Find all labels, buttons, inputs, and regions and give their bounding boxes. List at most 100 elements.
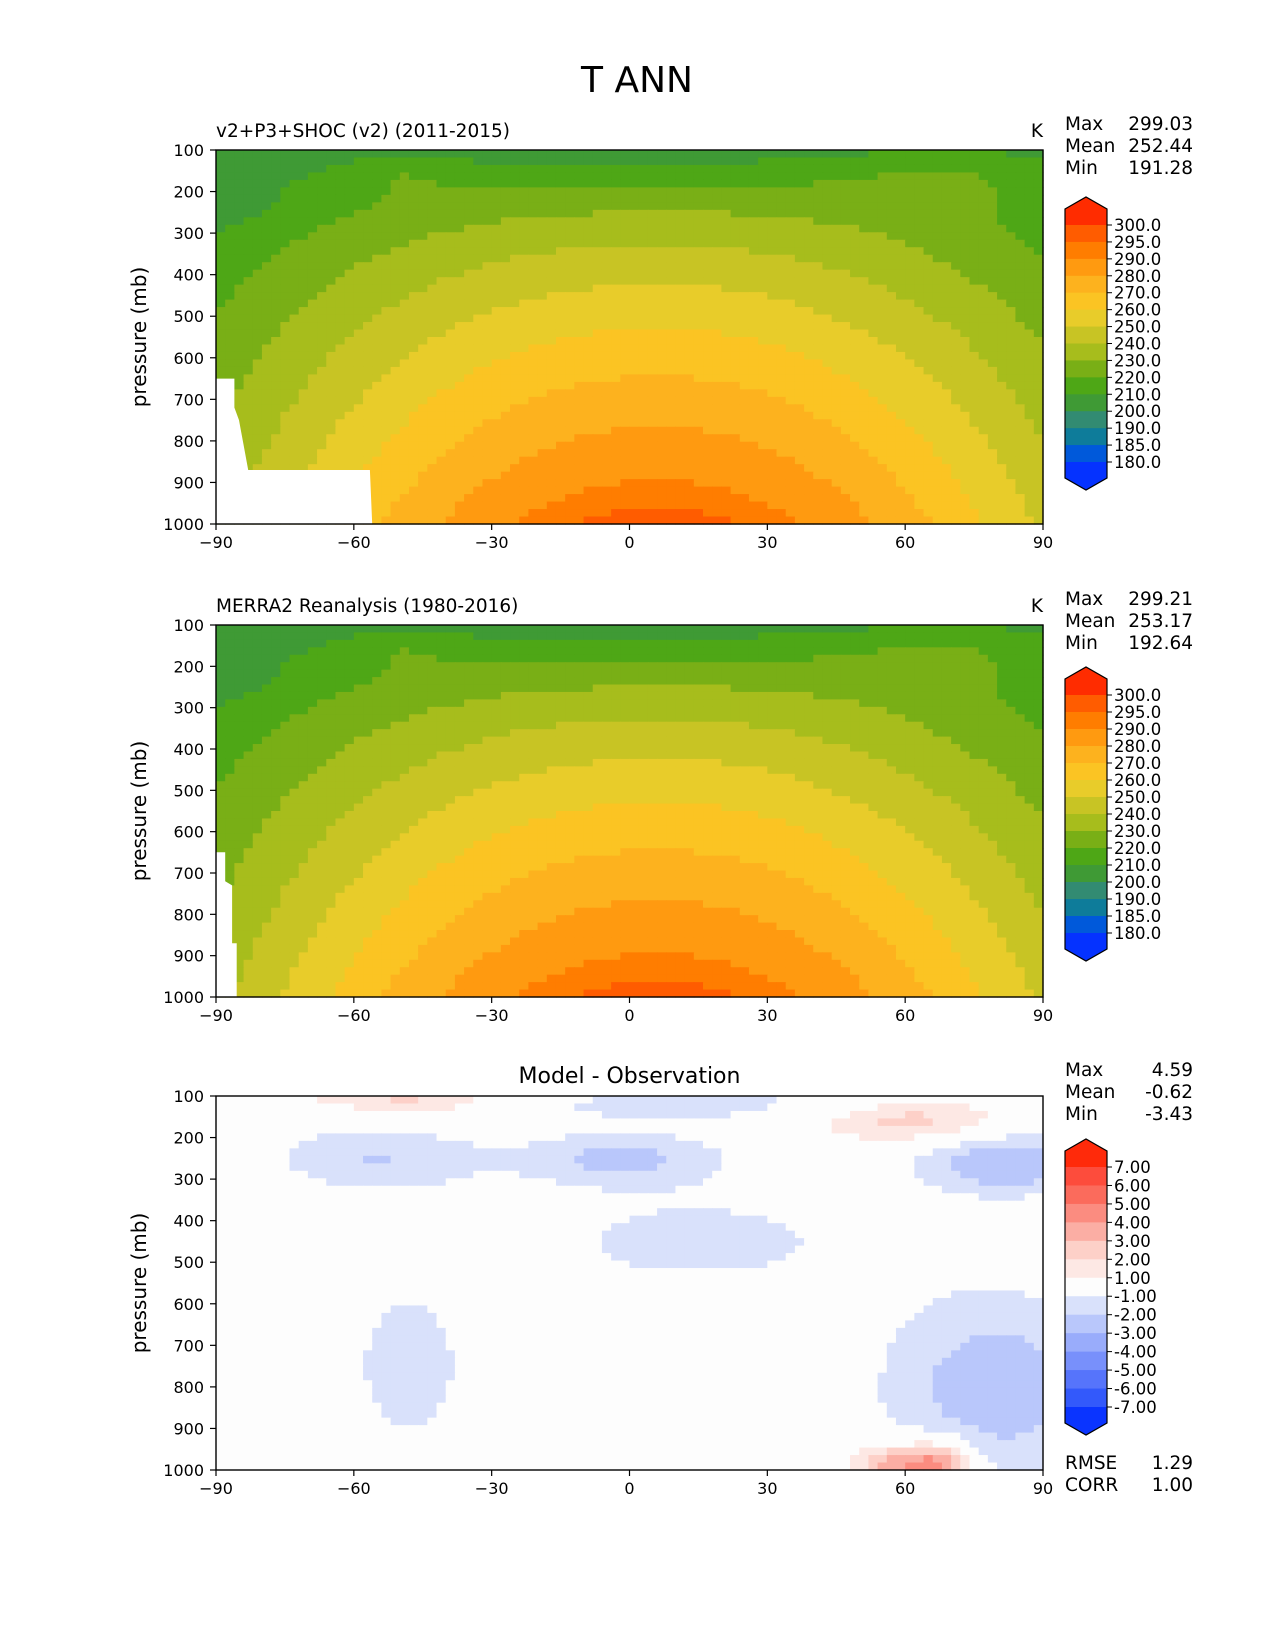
field-cell [473,150,484,159]
field-cell [987,419,998,428]
field-cell [748,179,759,188]
field-cell [427,456,438,465]
field-cell [454,486,465,495]
field-cell [767,351,778,361]
field-cell [886,322,897,331]
field-cell [528,299,539,308]
field-cell [298,329,309,338]
colorbar-swatch [1065,292,1107,311]
field-cell [831,217,842,226]
field-cell [280,654,291,663]
field-cell [216,654,226,663]
field-cell [647,426,658,435]
field-cell [767,202,778,211]
field-cell [886,254,897,263]
field-cell [748,449,759,458]
field-cell [289,217,300,226]
field-cell [261,292,272,301]
field-cell [987,239,998,248]
field-cell [583,449,594,458]
field-cell [464,449,474,458]
field-cell [601,292,612,301]
field-cell [363,419,373,428]
field-cell [408,232,419,241]
field-cell [721,374,732,383]
field-cell [923,639,934,648]
field-cell [684,411,695,420]
field-cell [491,516,502,525]
field-cell [372,456,382,465]
field-cell [1033,456,1044,465]
field-cell [583,464,594,473]
field-cell [730,157,741,166]
field-cell [1015,449,1026,458]
field-cell [427,434,438,443]
field-cell [1006,456,1017,465]
field-cell [914,647,925,656]
field-cell [1033,314,1044,323]
field-cell [528,262,539,271]
field-cell [1015,419,1026,428]
field-cell [335,307,346,316]
field-cell [399,292,410,301]
field-cell [436,307,447,316]
field-cell [252,150,263,159]
field-cell [785,337,796,346]
field-cell [877,479,888,488]
field-cell [583,344,594,353]
field-cell [941,172,952,181]
field-cell [859,411,870,420]
field-cell [390,351,401,361]
field-cell [794,284,805,293]
field-cell [289,396,300,405]
field-cell [1024,647,1035,656]
field-cell [427,374,438,383]
field-cell [418,374,428,383]
field-cell [271,639,281,648]
field-cell [243,625,254,634]
field-cell [987,411,998,420]
field-cell [895,172,906,181]
field-cell [399,486,410,495]
field-cell [923,277,934,286]
field-cell [436,374,447,383]
field-cell [234,411,245,420]
field-cell [491,187,502,196]
field-cell [482,232,493,241]
field-cell [785,179,796,188]
field-cell [831,269,842,278]
field-cell [785,374,796,383]
field-cell [997,299,1007,308]
field-cell [592,344,603,353]
field-cell [344,366,355,375]
field-cell [647,194,658,203]
field-cell [473,494,484,503]
field-cell [813,194,824,203]
field-cell [234,202,245,211]
field-cell [840,426,851,435]
field-cell [399,396,410,405]
field-cell [951,172,961,181]
colorbar: 300.0295.0290.0280.0270.0260.0250.0240.0… [1064,196,1161,491]
field-cell [978,381,989,390]
field-cell [886,374,897,383]
field-cell [1033,639,1044,648]
field-cell [1024,254,1035,263]
field-cell [565,411,575,420]
y-tick-label: 1000 [163,515,204,534]
field-cell [730,224,741,233]
field-cell [427,494,438,503]
field-cell [482,307,493,316]
field-cell [941,344,952,353]
field-cell [703,486,713,495]
field-cell [675,232,686,241]
field-cell [620,269,631,278]
field-cell [886,307,897,316]
field-cell [418,434,428,443]
field-cell [243,217,254,226]
field-cell [804,625,814,634]
field-cell [905,247,915,256]
field-cell [785,329,796,338]
field-cell [363,351,373,361]
field-cell [730,516,741,525]
